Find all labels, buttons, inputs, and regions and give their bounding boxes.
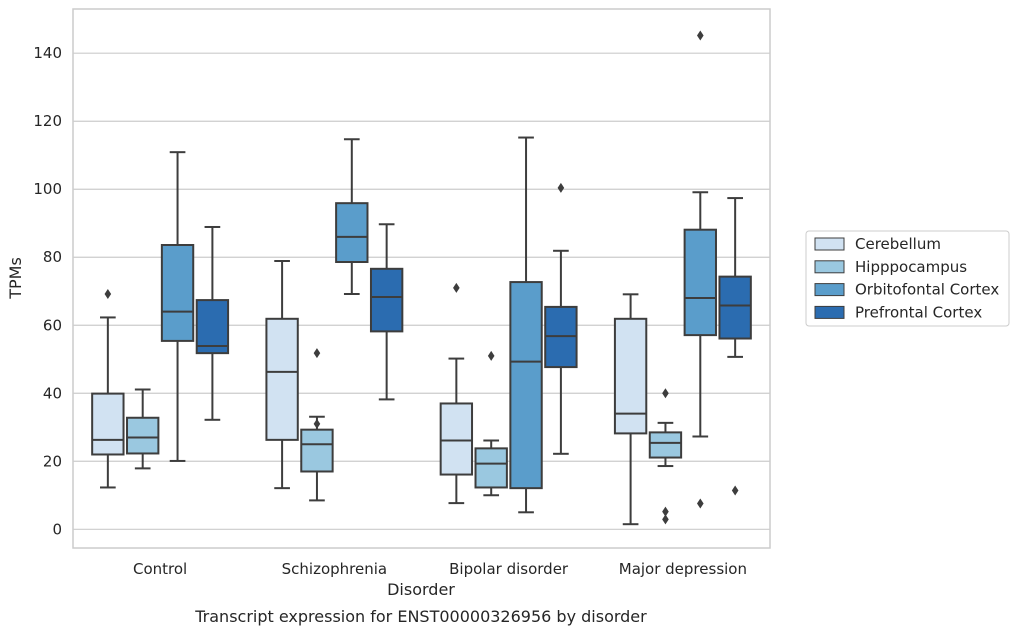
x-tick-label: Major depression [619, 560, 747, 578]
y-tick-label: 120 [33, 112, 62, 130]
box-hipppocampus [300, 348, 334, 502]
box-iqr [300, 428, 334, 473]
outlier-marker [313, 348, 321, 359]
legend-label: Orbitofontal Cortex [855, 281, 999, 299]
box-orbitofontal-cortex [509, 136, 543, 514]
outlier-marker [697, 498, 704, 509]
outlier-marker [697, 30, 704, 41]
plot-frame [72, 8, 771, 549]
box-iqr [126, 416, 160, 455]
outlier-marker [104, 288, 112, 299]
box-prefrontal-cortex [718, 197, 752, 496]
x-tick-label: Control [133, 560, 187, 578]
box-iqr [683, 228, 717, 337]
box-prefrontal-cortex [544, 182, 578, 455]
box-iqr [335, 202, 369, 264]
x-tick-labels: Control Schizophrenia Bipolar disorder Majo… [133, 560, 747, 578]
box-orbitofontal-cortex [683, 30, 717, 509]
figure-caption: Transcript expression for ENST0000032695… [194, 607, 647, 626]
legend-label: Cerebellum [855, 235, 941, 253]
legend-swatch [814, 305, 845, 319]
outlier-marker [487, 350, 495, 361]
legend-frame [805, 230, 1010, 327]
box-cerebellum [439, 282, 474, 505]
legend: Cerebellum Hipppocampus Orbitofontal Corte… [805, 230, 1010, 327]
box-iqr [265, 317, 299, 441]
box-orbitofontal-cortex [160, 151, 195, 462]
y-tick-label: 80 [43, 248, 62, 266]
outlier-marker [313, 418, 321, 429]
box-iqr [439, 402, 474, 476]
box-iqr [718, 275, 752, 340]
x-tick-label: Schizophrenia [282, 560, 387, 578]
box-iqr [613, 317, 648, 435]
outlier-marker [557, 182, 565, 193]
y-tick-label: 0 [52, 520, 62, 538]
x-axis-title: Disorder [387, 580, 455, 599]
box-prefrontal-cortex [195, 225, 230, 421]
box-iqr [474, 447, 508, 489]
legend-label: Hipppocampus [855, 258, 967, 276]
box-cerebellum [613, 293, 648, 526]
legend-swatch [814, 283, 845, 297]
box-orbitofontal-cortex [335, 138, 369, 295]
box-cerebellum [265, 259, 299, 490]
box-iqr [369, 267, 404, 333]
y-tick-labels: 0 20 40 60 80 100 120 140 [33, 44, 62, 538]
box-hipppocampus [648, 388, 683, 525]
box-cerebellum [91, 288, 125, 489]
outlier-marker [453, 282, 460, 293]
x-tick-label: Bipolar disorder [449, 560, 569, 578]
y-tick-label: 140 [33, 44, 62, 62]
y-axis-title: TPMs [6, 257, 25, 300]
y-tick-label: 20 [43, 452, 62, 470]
legend-label: Prefrontal Cortex [855, 303, 982, 321]
box-iqr [648, 431, 683, 459]
box-iqr [91, 392, 125, 456]
outlier-marker [662, 388, 669, 399]
box-prefrontal-cortex [369, 223, 404, 401]
box-iqr [195, 299, 230, 355]
box-hipppocampus [126, 388, 160, 470]
y-tick-label: 100 [33, 180, 62, 198]
legend-swatch [814, 237, 845, 251]
box-layer [91, 30, 752, 526]
box-hipppocampus [474, 350, 508, 497]
outlier-marker [662, 514, 669, 525]
box-iqr [160, 244, 195, 342]
box-iqr [509, 281, 543, 490]
y-tick-label: 60 [43, 316, 62, 334]
outlier-marker [662, 506, 669, 517]
legend-swatch [814, 260, 845, 274]
y-tick-label: 40 [43, 384, 62, 402]
outlier-marker [731, 485, 739, 496]
